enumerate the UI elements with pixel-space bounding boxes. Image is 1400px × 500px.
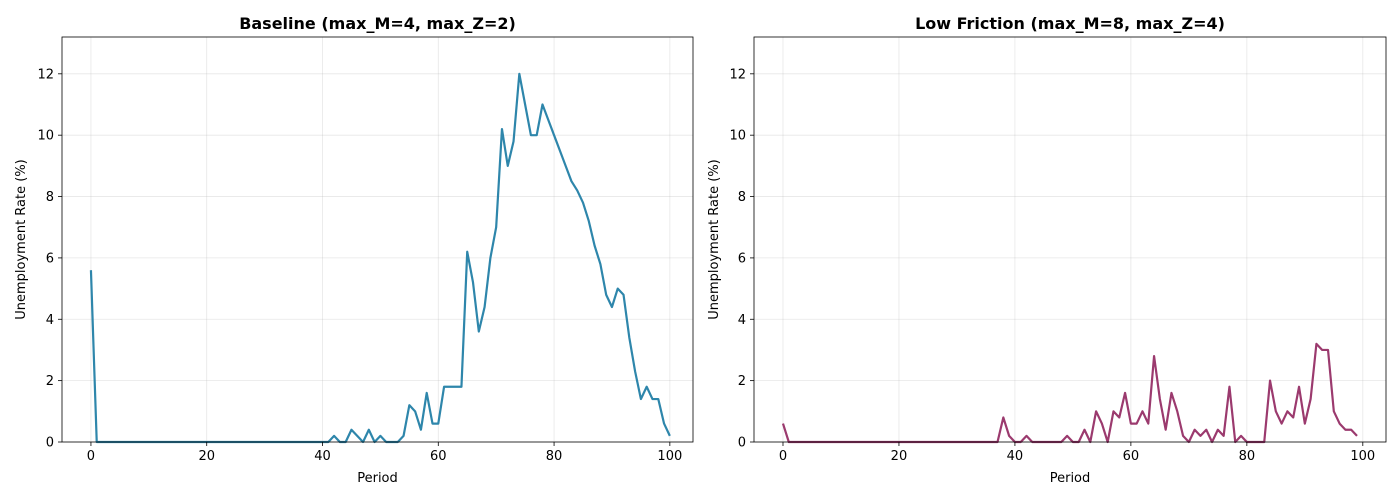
y-tick-label: 4 [738, 313, 746, 328]
y-tick-label: 2 [738, 374, 746, 389]
y-axis-ticks: 0 2 4 6 8 10 12 [37, 67, 62, 451]
y-tick-label: 10 [37, 129, 54, 144]
x-axis-ticks: 0 20 40 60 80 100 [779, 442, 1375, 464]
y-tick-label: 8 [46, 190, 54, 205]
grid-layer [62, 37, 693, 443]
x-tick-label: 80 [1239, 449, 1256, 464]
chart-panel-baseline: Baseline (max_M=4, max_Z=2) 0 20 40 60 80 100… [14, 14, 694, 486]
x-tick-label: 0 [87, 449, 95, 464]
x-axis-label: Period [357, 471, 398, 486]
x-tick-label: 60 [1123, 449, 1140, 464]
y-tick-label: 2 [46, 374, 54, 389]
y-tick-label: 4 [46, 313, 54, 328]
y-tick-label: 0 [46, 436, 54, 451]
chart-panel-low-friction: Low Friction (max_M=8, max_Z=4) 0 20 40 60 8… [707, 14, 1387, 486]
y-tick-label: 10 [729, 129, 746, 144]
x-tick-label: 40 [314, 449, 331, 464]
x-tick-label: 20 [891, 449, 908, 464]
y-tick-label: 8 [738, 190, 746, 205]
grid-layer [754, 37, 1386, 443]
x-axis-label: Period [1050, 471, 1091, 486]
plot-frame [61, 36, 694, 443]
y-axis-label: Unemployment Rate (%) [14, 159, 29, 320]
y-tick-label: 12 [37, 67, 54, 82]
y-axis-label: Unemployment Rate (%) [707, 159, 722, 320]
y-tick-label: 12 [729, 67, 746, 82]
x-tick-label: 0 [779, 449, 787, 464]
chart-title: Baseline (max_M=4, max_Z=2) [239, 14, 516, 33]
y-tick-label: 6 [46, 251, 54, 266]
x-tick-label: 100 [1350, 449, 1375, 464]
chart-title: Low Friction (max_M=8, max_Z=4) [915, 14, 1225, 33]
y-tick-label: 6 [738, 251, 746, 266]
x-tick-label: 60 [430, 449, 447, 464]
plot-frame [753, 36, 1387, 443]
x-tick-label: 20 [198, 449, 215, 464]
x-axis-ticks: 0 20 40 60 80 100 [87, 442, 682, 464]
y-axis-ticks: 0 2 4 6 8 10 12 [729, 67, 754, 451]
x-tick-label: 80 [546, 449, 563, 464]
x-tick-label: 40 [1007, 449, 1024, 464]
x-tick-label: 100 [657, 449, 682, 464]
y-tick-label: 0 [738, 436, 746, 451]
